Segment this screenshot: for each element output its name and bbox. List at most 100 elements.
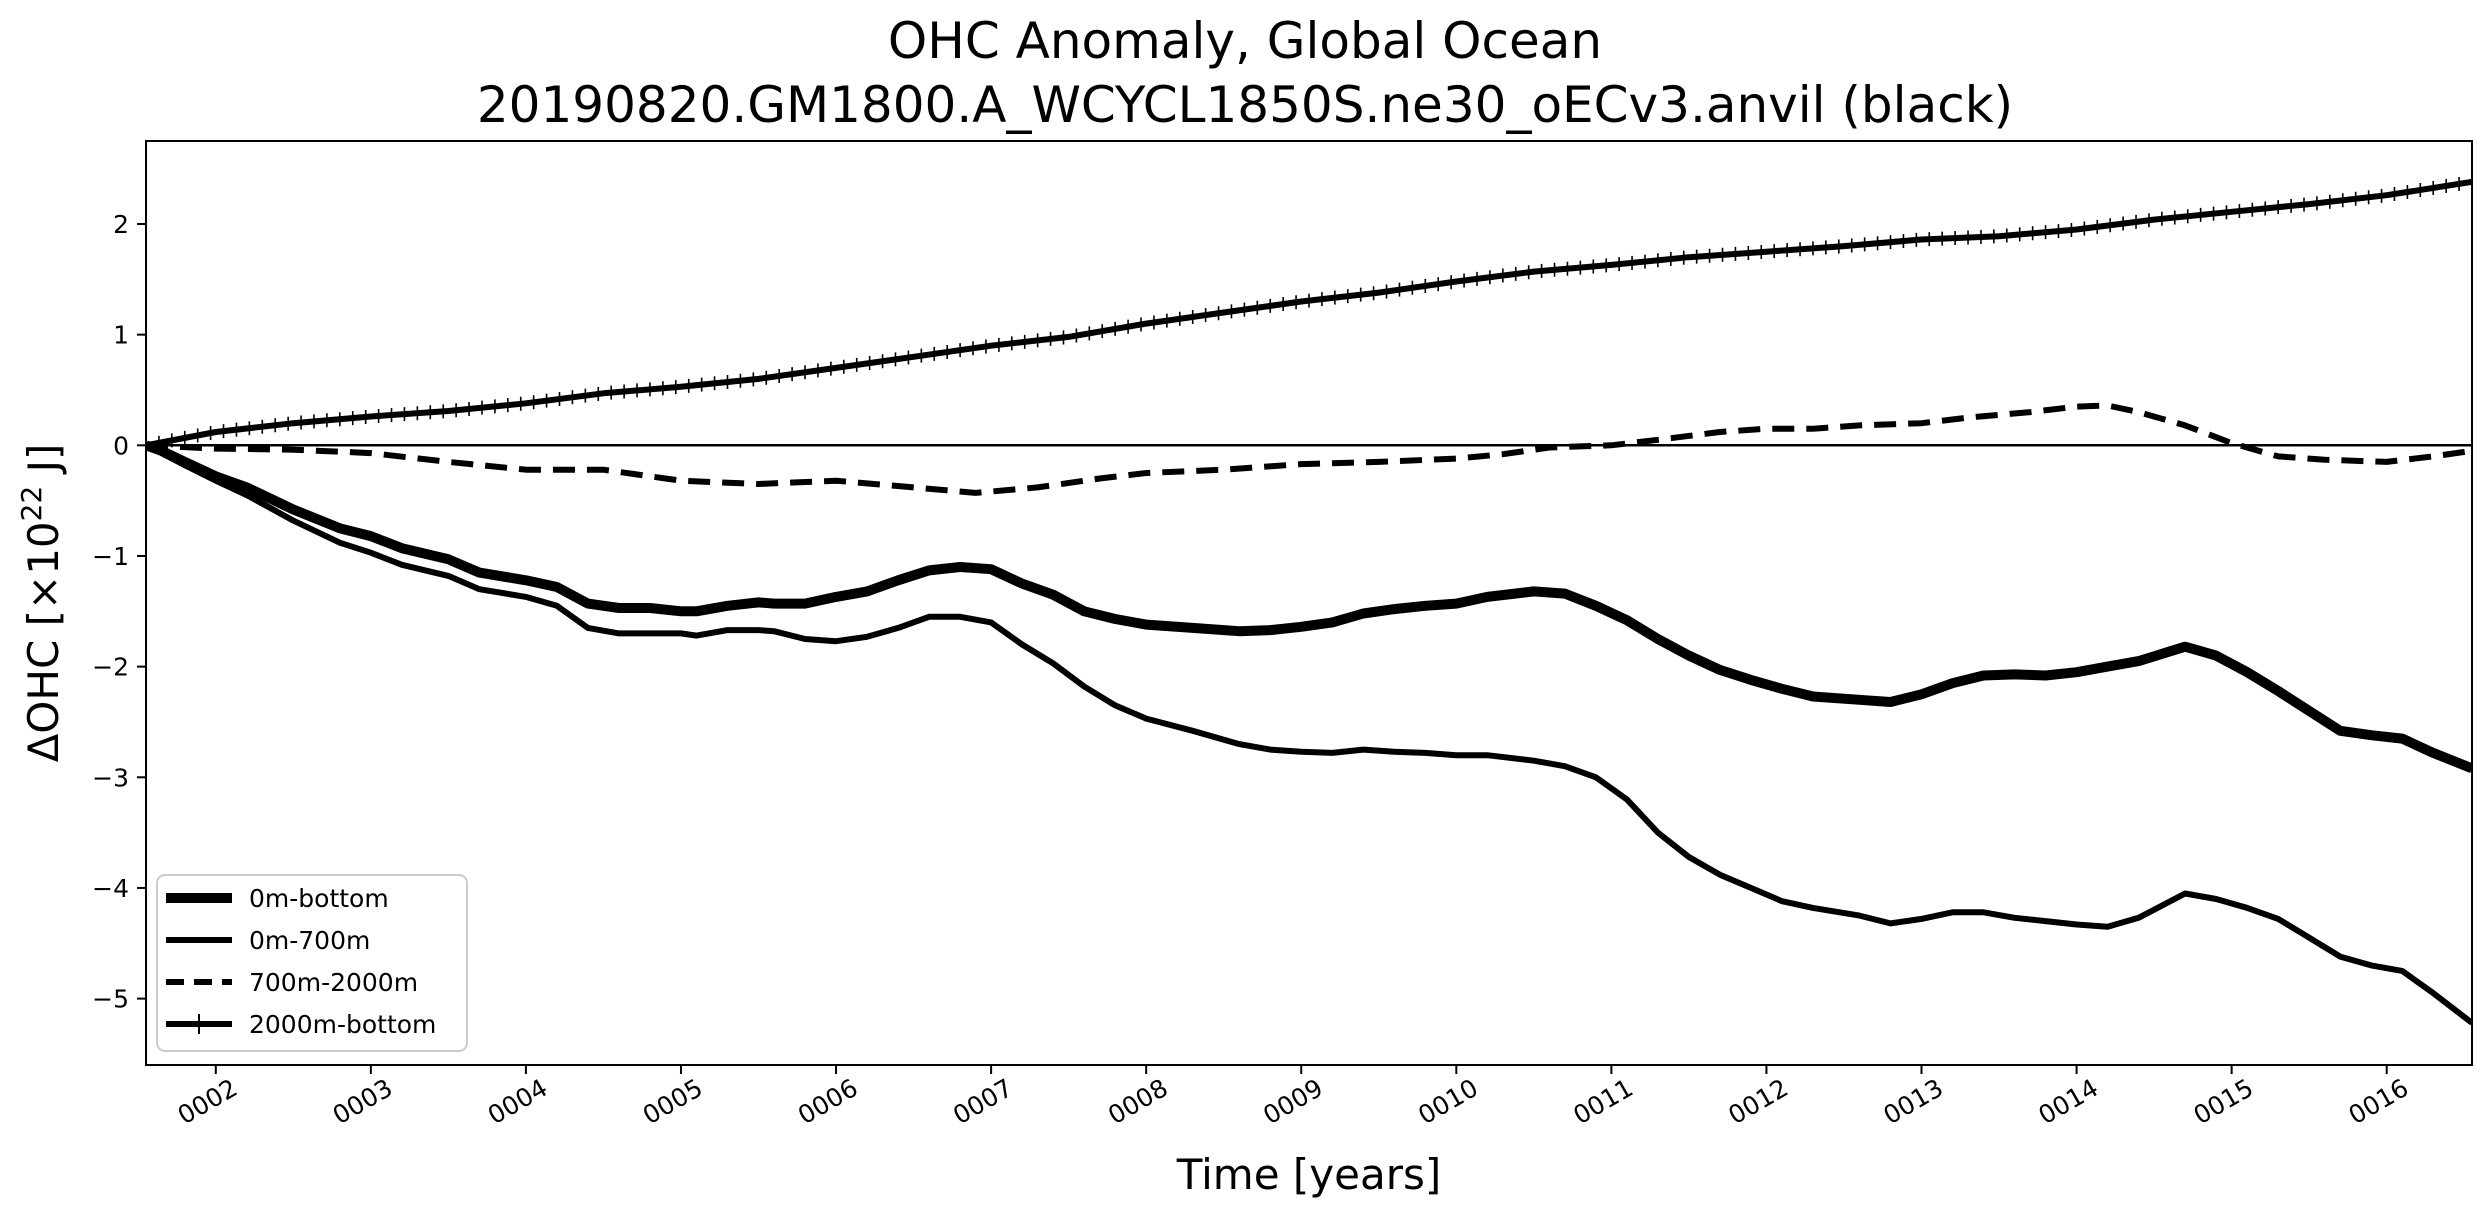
plus-marker xyxy=(1109,321,1122,336)
plus-marker xyxy=(1884,235,1897,250)
plus-marker xyxy=(2155,211,2168,226)
plus-marker xyxy=(2142,213,2155,228)
legend-item-700m-2000m: 700m-2000m xyxy=(166,968,418,997)
plot-frame xyxy=(145,140,2473,1066)
plus-marker xyxy=(1122,319,1135,334)
plus-marker xyxy=(1638,254,1651,269)
y-tick-label: −2 xyxy=(92,653,129,682)
plus-marker xyxy=(217,424,230,439)
x-tick-label: 0011 xyxy=(1568,1073,1638,1130)
plus-marker xyxy=(605,385,618,400)
plus-marker xyxy=(1044,331,1057,346)
plus-marker xyxy=(837,359,850,374)
series-line-0m-bottom xyxy=(146,440,2472,774)
plus-marker xyxy=(501,398,514,413)
plus-marker xyxy=(2091,219,2104,234)
legend-item-0m-bottom: 0m-bottom xyxy=(166,884,389,913)
x-tick-label: 0012 xyxy=(1723,1073,1793,1130)
plus-marker xyxy=(566,390,579,405)
plus-marker xyxy=(979,339,992,354)
plus-marker xyxy=(282,416,295,431)
chart-title: OHC Anomaly, Global Ocean xyxy=(888,12,1602,70)
plus-marker xyxy=(2065,222,2078,237)
plus-marker xyxy=(1768,244,1781,259)
plus-marker xyxy=(954,343,967,358)
plus-marker xyxy=(1070,328,1083,343)
plus-marker xyxy=(424,405,437,420)
plus-marker xyxy=(1755,245,1768,260)
plus-marker xyxy=(1871,236,1884,251)
legend-label: 0m-bottom xyxy=(249,884,389,913)
x-tick-label: 0009 xyxy=(1258,1073,1328,1130)
plus-marker xyxy=(1561,261,1574,276)
plus-marker xyxy=(2013,227,2026,242)
plus-marker xyxy=(1380,284,1393,299)
plus-marker xyxy=(1845,238,1858,253)
plus-marker xyxy=(2259,201,2272,216)
y-axis-label-prefix: ΔOHC [×10 xyxy=(19,521,68,762)
plus-marker xyxy=(992,337,1005,352)
plus-marker xyxy=(1057,330,1070,345)
plus-marker xyxy=(1238,302,1251,317)
plus-marker xyxy=(2349,191,2362,206)
plus-marker xyxy=(1600,258,1613,273)
plus-marker xyxy=(2026,226,2039,241)
plus-marker xyxy=(928,346,941,361)
plus-marker xyxy=(540,393,553,408)
plus-marker xyxy=(2310,196,2323,211)
plus-marker xyxy=(2323,194,2336,209)
plus-marker xyxy=(230,422,243,437)
x-tick-label: 0002 xyxy=(173,1073,243,1130)
plus-marker xyxy=(1651,253,1664,268)
plus-marker xyxy=(1173,311,1186,326)
plus-marker xyxy=(708,376,721,391)
plus-marker xyxy=(295,415,308,430)
plus-marker xyxy=(178,430,191,445)
plus-marker xyxy=(747,372,760,387)
plus-marker xyxy=(1781,243,1794,258)
plus-marker xyxy=(411,406,424,421)
plus-marker xyxy=(359,409,372,424)
series-line-0m-700m xyxy=(146,442,2472,1026)
plus-marker xyxy=(527,395,540,410)
plus-marker xyxy=(1483,270,1496,285)
plus-marker xyxy=(2440,178,2453,193)
plus-marker xyxy=(2078,221,2091,236)
plus-marker xyxy=(152,435,165,450)
plot-area xyxy=(145,140,2473,1066)
plus-marker xyxy=(643,382,656,397)
legend-box xyxy=(156,874,468,1052)
plus-marker xyxy=(889,352,902,367)
plus-marker xyxy=(320,413,333,428)
plus-marker xyxy=(656,381,669,396)
x-tick-label: 0013 xyxy=(1878,1073,1948,1130)
legend-plus-marker xyxy=(191,1014,207,1034)
plus-marker xyxy=(1716,247,1729,262)
plus-marker xyxy=(1936,231,1949,246)
plus-marker xyxy=(1587,259,1600,274)
plus-marker xyxy=(721,375,734,390)
plus-marker xyxy=(307,414,320,429)
plus-marker xyxy=(734,373,747,388)
plus-marker xyxy=(1496,268,1509,283)
plus-marker xyxy=(1303,293,1315,308)
plus-marker xyxy=(592,386,605,401)
plus-marker xyxy=(1858,237,1871,252)
plus-marker xyxy=(1626,255,1639,270)
plus-marker xyxy=(2336,193,2349,208)
y-tick-label: 2 xyxy=(113,210,129,239)
plus-marker xyxy=(2298,197,2311,212)
plus-marker xyxy=(1729,246,1742,261)
plus-marker xyxy=(631,383,644,398)
plus-marker xyxy=(475,400,488,415)
plus-marker xyxy=(1445,275,1458,290)
x-tick-label: 0016 xyxy=(2344,1073,2414,1130)
plus-marker xyxy=(1548,262,1561,277)
y-tick-label: −5 xyxy=(92,985,129,1014)
plus-marker xyxy=(2117,216,2130,231)
plus-marker xyxy=(398,407,411,422)
plus-marker xyxy=(1328,290,1341,305)
plus-marker xyxy=(902,350,915,365)
y-axis-label-exponent: 22 xyxy=(15,486,48,522)
plus-marker xyxy=(1832,239,1845,254)
